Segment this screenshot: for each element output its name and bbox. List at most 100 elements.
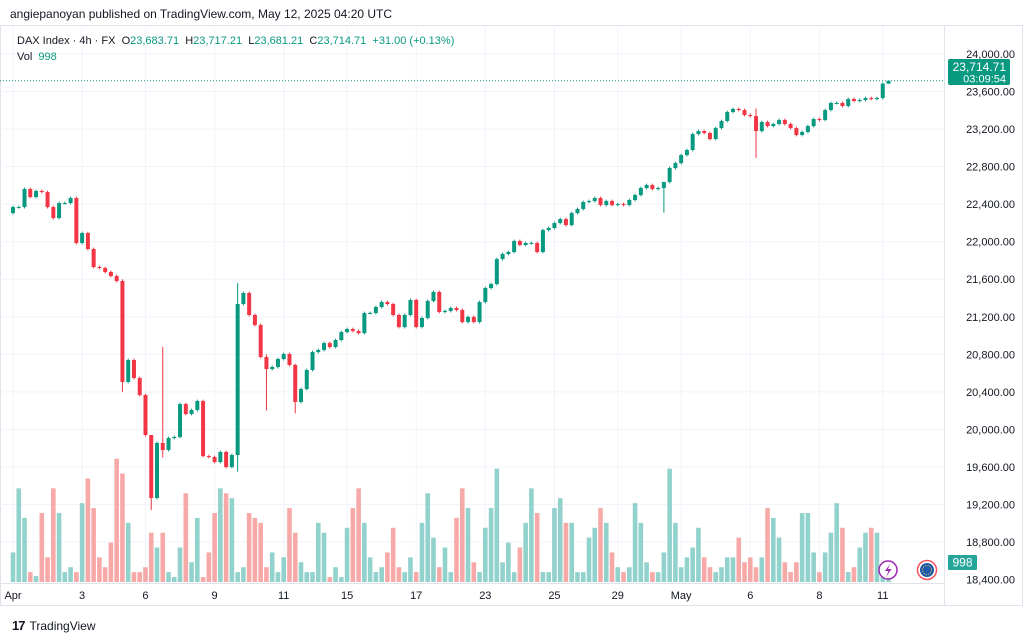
close-value: 23,714.71	[317, 35, 367, 47]
candle	[725, 110, 730, 123]
volume-bar	[477, 572, 482, 582]
candle	[869, 96, 874, 101]
candle	[402, 313, 407, 329]
price-tick-label: 22,800.00	[966, 162, 1015, 174]
volume-bar	[16, 488, 22, 582]
candle-body	[218, 452, 223, 463]
candle-body	[811, 119, 816, 127]
volume-bar	[235, 572, 240, 582]
candle	[731, 107, 735, 114]
candle	[569, 211, 574, 227]
candle-body	[569, 213, 574, 226]
candle	[517, 239, 522, 247]
candle	[379, 300, 384, 309]
volume-bar	[125, 522, 131, 582]
candle-body	[702, 131, 707, 134]
candle	[788, 122, 793, 130]
candle-body	[650, 185, 655, 190]
candle-body	[85, 233, 90, 250]
price-tick-label: 22,000.00	[966, 237, 1015, 249]
candle	[754, 108, 759, 159]
candle	[333, 338, 338, 349]
volume-bar	[206, 552, 212, 582]
volume-bar	[776, 537, 782, 582]
volume-bar	[880, 577, 886, 582]
low-label: L	[248, 35, 255, 47]
chart-frame	[0, 25, 1023, 606]
volume-bar	[603, 522, 609, 582]
candle-body	[322, 343, 327, 350]
volume-bar	[621, 572, 626, 582]
tradingview-logo-icon: 17	[12, 618, 26, 633]
candle-body	[195, 401, 200, 411]
time-tick-label: 11	[278, 590, 289, 602]
volume-bar	[310, 572, 315, 582]
candle	[529, 241, 534, 245]
footer-brand[interactable]: 17 TradingView	[12, 618, 96, 633]
candle	[183, 402, 188, 416]
candle	[615, 202, 620, 207]
candle-body	[771, 124, 776, 127]
candle	[304, 368, 309, 391]
candle	[656, 186, 661, 191]
volume-bar	[292, 532, 298, 582]
candle-body	[886, 80, 891, 84]
time-tick-label: Apr	[4, 590, 21, 602]
volume-bar	[56, 512, 62, 582]
lightning-icon[interactable]	[878, 560, 898, 580]
candle	[719, 119, 724, 130]
volume-bar	[805, 512, 811, 582]
candle	[782, 118, 787, 126]
volume-bar	[609, 552, 615, 582]
time-tick-label: 9	[212, 590, 218, 602]
candle-body	[529, 243, 534, 245]
candle-body	[68, 198, 73, 204]
candle-body	[713, 128, 718, 140]
volume-bar	[724, 557, 730, 582]
volume-bar	[465, 508, 471, 582]
volume-bar	[218, 488, 223, 582]
eu-flag-icon[interactable]	[916, 559, 938, 581]
candle	[131, 358, 136, 380]
volume-bar	[131, 572, 137, 582]
candle	[466, 315, 471, 324]
volume-bar	[91, 508, 96, 582]
volume-bar	[488, 508, 494, 582]
candle	[627, 198, 632, 207]
time-tick-label: 6	[142, 590, 148, 602]
candle-body	[299, 389, 303, 402]
candle-body	[592, 198, 597, 202]
volume-bar	[79, 503, 85, 582]
price-axis[interactable]: 24,000.00 23,600.00 23,200.00 22,800.00 22,4…	[966, 49, 1015, 587]
candle	[316, 348, 321, 354]
candle-body	[385, 302, 390, 305]
candle	[759, 120, 764, 133]
candle	[62, 201, 67, 205]
volume-bar	[684, 557, 690, 582]
candle	[702, 129, 707, 135]
volume-bar	[840, 527, 845, 582]
candle	[863, 96, 868, 102]
candle-body	[471, 316, 476, 323]
candle-body	[350, 329, 355, 332]
candle-body	[316, 349, 321, 353]
volume-bar	[799, 512, 805, 582]
time-tick-label: May	[671, 590, 692, 602]
time-axis[interactable]: Apr 3 6 9 11 15 17 23 25 29 May 6 8 11	[4, 590, 888, 602]
candle	[834, 101, 839, 105]
price-tick-label: 22,400.00	[966, 199, 1015, 211]
volume-bar	[10, 552, 16, 582]
volume-bar	[137, 572, 143, 582]
candle-body	[362, 313, 367, 334]
volume-bar	[598, 508, 603, 582]
volume-bar	[753, 567, 759, 582]
candle	[800, 130, 805, 137]
candle-body	[201, 401, 206, 457]
candle	[494, 257, 499, 286]
volume-bar	[379, 567, 384, 582]
candle-body	[11, 207, 15, 214]
symbol-label[interactable]: DAX Index · 4h · FX	[17, 35, 116, 47]
candle	[97, 265, 102, 270]
price-tick-label: 20,400.00	[966, 387, 1015, 399]
